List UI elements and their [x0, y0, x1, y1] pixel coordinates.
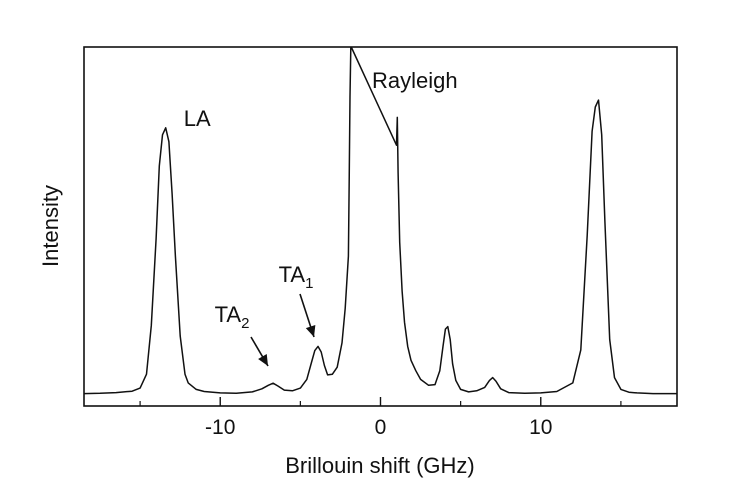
peak-annotations: LA Rayleigh TA1 TA2 — [184, 68, 458, 367]
annotation-rayleigh: Rayleigh — [372, 68, 458, 93]
annotation-arrowhead-ta1 — [305, 324, 316, 337]
spectrum-series-line — [83, 47, 677, 395]
x-axis-label: Brillouin shift (GHz) — [285, 453, 474, 478]
annotation-la: LA — [184, 106, 211, 131]
x-tick-label: -10 — [205, 416, 235, 439]
annotation-arrowhead-ta2 — [258, 353, 268, 366]
y-axis-label: Intensity — [38, 185, 63, 267]
annotation-ta1: TA1 — [279, 262, 314, 292]
annotation-ta2: TA2 — [215, 302, 250, 332]
x-tick-label: 10 — [529, 416, 552, 439]
x-axis-ticks: -10 0 10 — [139, 397, 622, 439]
x-tick-label: 0 — [375, 416, 387, 439]
